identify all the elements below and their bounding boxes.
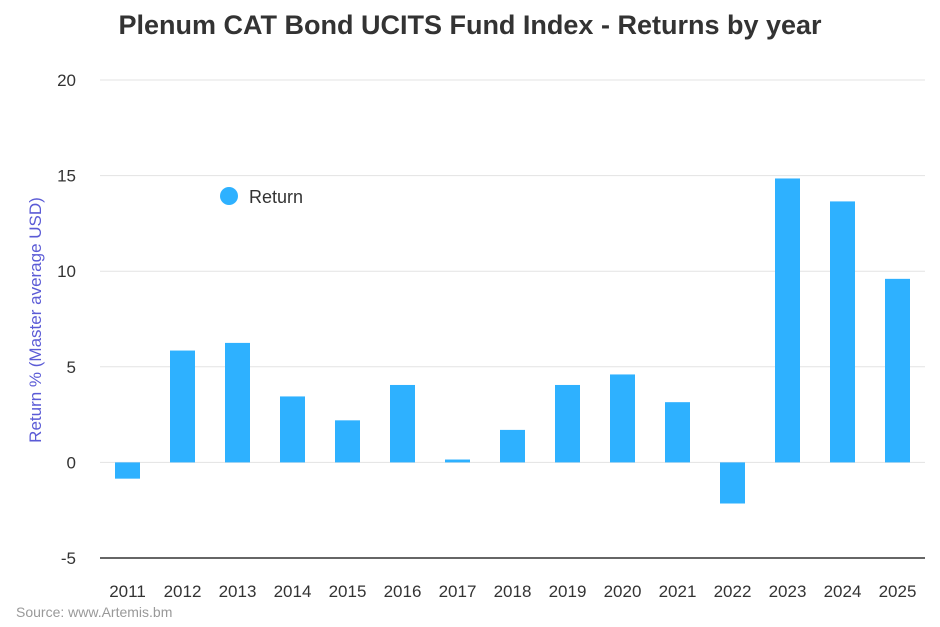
- legend: Return: [220, 187, 303, 207]
- bar-2024: [830, 201, 855, 463]
- x-tick-label: 2025: [879, 582, 917, 601]
- x-tick-label: 2024: [824, 582, 862, 601]
- y-tick-label: 20: [57, 71, 76, 90]
- y-axis-ticks: -5 0 5 10 15 20: [57, 71, 76, 568]
- x-tick-label: 2016: [384, 582, 422, 601]
- bar-2014: [280, 396, 305, 463]
- bar-2023: [775, 178, 800, 463]
- source-note: Source: www.Artemis.bm: [16, 604, 173, 620]
- legend-label-return: Return: [249, 187, 303, 207]
- legend-swatch: [220, 187, 238, 205]
- x-tick-label: 2018: [494, 582, 532, 601]
- x-tick-label: 2023: [769, 582, 807, 601]
- x-tick-label: 2021: [659, 582, 697, 601]
- bar-2022: [720, 462, 745, 504]
- x-tick-label: 2015: [329, 582, 367, 601]
- chart-title: Plenum CAT Bond UCITS Fund Index - Retur…: [118, 10, 822, 40]
- x-tick-label: 2011: [109, 582, 146, 601]
- x-tick-label: 2013: [219, 582, 257, 601]
- y-tick-label: 10: [57, 262, 76, 281]
- x-axis-ticks: 2011 2012 2013 2014 2015 2016 2017 2018 2019 2020…: [109, 582, 916, 601]
- y-tick-label: 5: [67, 358, 76, 377]
- bar-2018: [500, 429, 525, 463]
- y-tick-label: 15: [57, 167, 76, 186]
- x-tick-label: 2014: [274, 582, 312, 601]
- bar-2016: [390, 384, 415, 463]
- bar-2021: [665, 402, 690, 463]
- bar-2012: [170, 350, 195, 463]
- bar-2019: [555, 384, 580, 463]
- y-tick-label: -5: [61, 549, 76, 568]
- bar-2013: [225, 342, 250, 463]
- x-tick-label: 2022: [714, 582, 752, 601]
- bar-2015: [335, 420, 360, 463]
- bar-2017: [445, 459, 470, 463]
- bar-2020: [610, 374, 635, 463]
- bar-2025: [885, 278, 910, 463]
- bar-2011: [115, 462, 140, 479]
- y-axis-label: Return % (Master average USD): [26, 197, 45, 443]
- bars: [115, 178, 910, 504]
- x-tick-label: 2020: [604, 582, 642, 601]
- x-tick-label: 2017: [439, 582, 477, 601]
- x-tick-label: 2012: [164, 582, 202, 601]
- y-tick-label: 0: [67, 453, 76, 472]
- gridlines: [100, 79, 925, 559]
- x-tick-label: 2019: [549, 582, 587, 601]
